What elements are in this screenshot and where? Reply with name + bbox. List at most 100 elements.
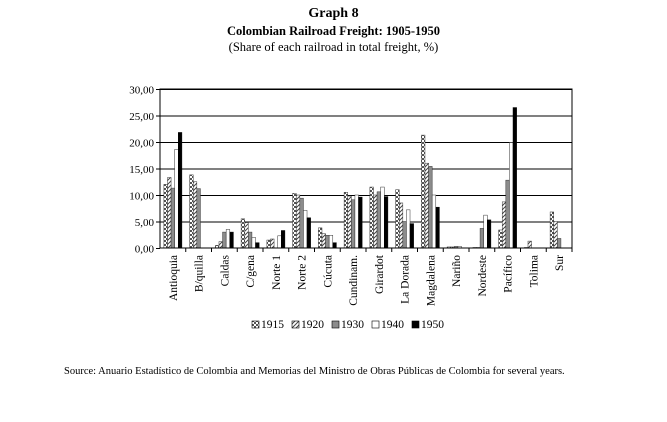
legend-swatch-1940 [371, 320, 380, 329]
x-tick-label: Tolima [528, 255, 540, 287]
bars [163, 107, 562, 249]
x-tick-label: C/gena [245, 255, 257, 288]
legend-swatch-1950 [411, 320, 420, 329]
bar-1930 [325, 235, 330, 249]
bar-1920 [527, 240, 532, 249]
x-tick-label: Norte 2 [297, 255, 309, 290]
bar-1950 [229, 231, 234, 249]
bar-1950 [332, 242, 337, 249]
bar-1950 [306, 217, 311, 249]
legend-label-1950: 1950 [421, 319, 444, 331]
chart-title: Graph 8 [308, 6, 359, 21]
bar-1915 [343, 192, 348, 249]
bar-1920 [270, 238, 275, 249]
bar-1940 [277, 235, 282, 249]
bar-1920 [398, 202, 404, 249]
legend-swatch-1920 [291, 320, 300, 329]
bar-1950 [409, 223, 414, 249]
bar-1920 [501, 201, 507, 249]
chart-note: (Share of each railroad in total freight… [228, 40, 439, 54]
bar-1920 [295, 194, 301, 249]
x-tick-label: Magdalena [425, 255, 437, 306]
x-tick-label: B/quilla [194, 255, 206, 292]
x-tick-label: Nariño [451, 255, 463, 287]
bar-1950 [487, 219, 492, 249]
bar-1940 [328, 235, 334, 249]
bar-1930 [196, 188, 201, 249]
y-tick-label: 10,00 [129, 191, 154, 203]
bar-1920 [244, 222, 249, 249]
x-tick-label: Sur [554, 255, 566, 271]
bar-1920 [373, 194, 378, 249]
x-tick-label: Cúcuta [322, 255, 334, 288]
bar-1915 [163, 184, 168, 249]
bar-chart: 0,00 5,00 10,00 15,00 20,00 25,00 30,00 Antioqu… [129, 85, 573, 331]
bar-1940 [225, 229, 231, 249]
legend-swatch-1915 [251, 320, 260, 329]
bar-1950 [384, 196, 389, 249]
bar-1930 [402, 221, 407, 249]
bar-1915 [498, 229, 503, 249]
chart-subtitle: Colombian Railroad Freight: 1905-1950 [226, 24, 441, 38]
bar-1950 [512, 107, 517, 249]
bar-1940 [174, 149, 179, 249]
x-tick-label: Antioquia [168, 255, 180, 301]
legend-label-1940: 1940 [381, 319, 404, 331]
bar-1940 [303, 210, 308, 249]
bar-1915 [369, 186, 374, 249]
bar-1930 [351, 199, 356, 249]
bar-1915 [189, 174, 194, 249]
bar-1940 [483, 214, 488, 249]
bar-1930 [222, 231, 227, 249]
bar-1950 [435, 206, 440, 249]
legend-swatch-1930 [331, 320, 340, 329]
x-tick-label: Pacífico [503, 255, 515, 293]
bar-1915 [292, 193, 297, 249]
y-tick-label: 20,00 [129, 138, 154, 150]
bar-1915 [421, 134, 426, 249]
y-tick-label: 25,00 [129, 111, 154, 123]
bar-1930 [299, 197, 304, 249]
bar-1950 [281, 230, 286, 249]
y-tick-label: 5,00 [135, 217, 155, 229]
bar-1915 [266, 239, 271, 249]
bar-1930 [376, 191, 381, 249]
bar-1950 [255, 242, 260, 249]
bar-1940 [251, 237, 256, 249]
bar-1940 [380, 186, 385, 249]
bar-1950 [358, 196, 363, 249]
bar-1920 [424, 162, 429, 249]
bar-1950 [178, 132, 183, 249]
bar-1920 [553, 221, 558, 249]
x-tick-label: Girardot [374, 254, 386, 294]
y-tick-label: 0,00 [135, 244, 155, 256]
bar-1940 [431, 194, 437, 249]
bar-1920 [347, 195, 352, 249]
bar-1920 [167, 177, 172, 249]
legend-label-1920: 1920 [301, 319, 324, 331]
bar-1920 [192, 181, 198, 249]
bar-1940 [509, 142, 514, 249]
x-tick-label: Nordeste [477, 255, 489, 297]
legend: 1915 1920 1930 1940 1950 [251, 319, 444, 331]
y-tick-label: 30,00 [129, 85, 154, 97]
axes: 0,00 5,00 10,00 15,00 20,00 25,00 30,00 Antioqu… [129, 85, 573, 306]
bar-1940 [406, 209, 411, 249]
bar-1915 [549, 211, 554, 249]
x-tick-label: Cundinam. [348, 255, 360, 306]
x-tick-label: La Dorada [400, 255, 412, 304]
bar-1930 [428, 166, 433, 249]
y-tick-label: 15,00 [129, 164, 154, 176]
bar-1915 [395, 189, 400, 249]
legend-label-1930: 1930 [341, 319, 364, 331]
bar-1930 [505, 179, 510, 249]
source-note: Source: Anuario Estadístico de Colombia … [64, 366, 565, 377]
bar-1930 [479, 228, 484, 249]
bar-1915 [240, 218, 245, 249]
bar-1920 [321, 233, 326, 249]
bar-1930 [557, 238, 562, 249]
x-tick-label: Caldas [219, 254, 231, 286]
x-tick-label: Norte 1 [271, 255, 283, 290]
bar-1940 [354, 194, 359, 249]
